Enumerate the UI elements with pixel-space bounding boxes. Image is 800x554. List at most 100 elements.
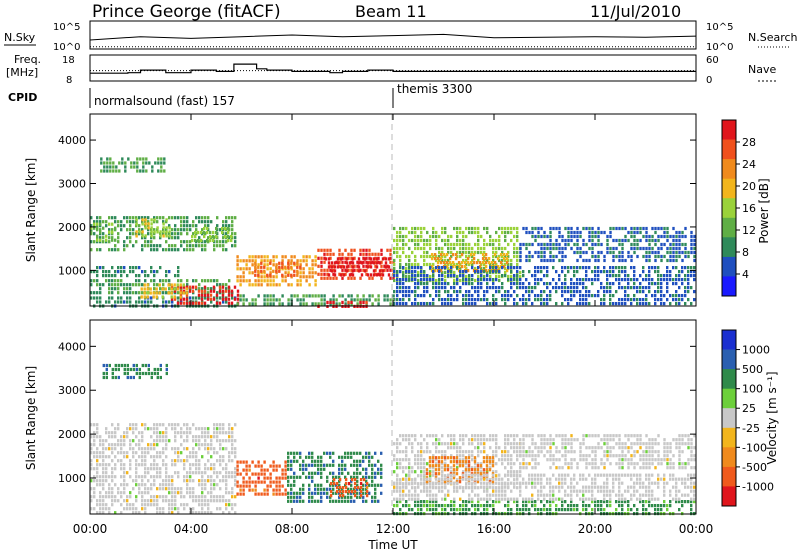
- vel-cells-cell-0: [129, 467, 132, 471]
- power-cells-cell-13: [396, 254, 399, 259]
- power-cells-cell-6: [186, 279, 189, 283]
- power-cells-cell-2: [102, 240, 105, 244]
- power-cells-cell-15: [672, 282, 675, 286]
- power-cells-cell-13: [459, 238, 462, 243]
- power-cells-cell-13: [462, 238, 465, 243]
- power-cells-cell-13: [450, 242, 453, 247]
- vel-cells-cell-0: [189, 455, 192, 459]
- vel-cells-cell-0: [138, 439, 141, 443]
- vel-cells-cell-7: [528, 497, 531, 501]
- power-cells-cell-0: [150, 300, 153, 304]
- power-cells-cell-2: [135, 224, 138, 228]
- power-cells-cell-15: [468, 302, 471, 306]
- power-cells-cell-12: [372, 269, 376, 273]
- vel-cells-cell-7: [474, 485, 477, 489]
- power-cells-cell-11: [335, 276, 338, 280]
- power-cells-cell-2: [174, 228, 177, 232]
- vel-cells-cell-0: [105, 467, 108, 471]
- vel-cells-cell-7: [414, 497, 417, 501]
- power-cells-cell-15: [423, 286, 426, 290]
- power-cells-cell-16: [663, 226, 666, 231]
- power-cells-cell-11: [323, 272, 326, 276]
- power-cells-cell-15: [405, 286, 408, 290]
- power-cells-cell-13: [441, 258, 444, 263]
- power-cells-cell-2: [189, 224, 192, 228]
- vel-cells-cell-0: [219, 447, 222, 451]
- vel-cells-cell-0: [138, 463, 141, 467]
- power-cells-cell-15: [516, 278, 519, 282]
- power-cells-cell-9: [275, 255, 278, 259]
- vel-cells-cell-6: [414, 504, 417, 508]
- vel-cells-cell-0: [231, 475, 234, 479]
- vel-cells-cell-0: [111, 435, 114, 439]
- vel-cells-cell-6: [576, 508, 579, 512]
- power-cells-cell-16: [567, 230, 570, 235]
- power-cells-cell-15: [603, 302, 606, 306]
- power-cells-cell-2: [153, 216, 156, 220]
- power-cells-cell-13: [483, 250, 486, 255]
- vel-cells-cell-0: [213, 431, 216, 435]
- power-cells-cell-11: [326, 272, 329, 276]
- vel-cells-cell-3: [353, 486, 357, 490]
- power-cells-cell-16: [618, 258, 621, 263]
- power-cells-cell-19: [160, 161, 163, 165]
- vel-cells-cell-0: [171, 491, 174, 495]
- power-cells-cell-13: [441, 270, 444, 275]
- power-cells-cell-13: [474, 242, 477, 247]
- power-cells-cell-16: [606, 238, 609, 243]
- vel-cells-cell-7: [489, 493, 492, 497]
- power-cells-cell-13: [498, 278, 501, 283]
- vel-cells-cell-0: [141, 435, 144, 439]
- power-cells-cell-2: [222, 224, 225, 228]
- vel-cells-cell-2: [308, 495, 311, 499]
- vel-cells-cell-0: [216, 451, 219, 455]
- power-cells-cell-16: [591, 230, 594, 235]
- vel-cells-cell-2: [344, 455, 347, 459]
- vel-cells-cell-2: [350, 475, 353, 479]
- power-cells-cell-16: [609, 246, 612, 251]
- power-cells-cell-7: [191, 289, 195, 293]
- power-cells-cell-5: [191, 238, 194, 243]
- vel-cells-cell-6: [615, 500, 618, 504]
- vel-cells-cell-4: [435, 474, 438, 478]
- power-cells-cell-11: [341, 268, 344, 272]
- vel-cells-cell-0: [120, 511, 123, 515]
- power-cells-cell-16: [645, 254, 648, 259]
- power-cells-cell-0: [93, 296, 96, 300]
- power-cells-cell-9: [290, 255, 293, 259]
- vel-cells-cell-0: [153, 503, 156, 507]
- power-cells-cell-15: [627, 286, 630, 290]
- vel-cells-cell-5: [446, 464, 450, 468]
- power-cells-cell-13: [489, 274, 492, 279]
- power-cells-cell-15: [627, 274, 630, 278]
- vel-cells-cell-7: [462, 477, 465, 481]
- vel-cells-cell-6: [435, 508, 438, 512]
- power-cells-cell-15: [396, 298, 399, 302]
- power-cells-cell-15: [447, 270, 450, 274]
- power-cells-cell-1: [105, 274, 108, 278]
- vel-cells-cell-7: [540, 485, 543, 489]
- vel-cells-cell-2: [311, 455, 314, 459]
- power-cells-cell-6: [153, 283, 156, 287]
- vel-cells-cell-4: [456, 442, 459, 446]
- power-cells-cell-2: [141, 228, 144, 232]
- vel-cells-cell-1: [281, 476, 284, 480]
- vel-cells-cell-7: [519, 493, 522, 497]
- power-cells-cell-9: [242, 279, 245, 283]
- power-cells-cell-14: [481, 253, 485, 257]
- power-cells-cell-9: [242, 275, 245, 279]
- power-cells-cell-13: [402, 234, 405, 239]
- power-cells-cell-9: [248, 279, 251, 283]
- power-cells-cell-16: [672, 258, 675, 263]
- vel-cells-cell-6: [432, 500, 435, 504]
- power-cells-cell-2: [141, 216, 144, 220]
- power-cells-cell-15: [660, 294, 663, 298]
- power-cells-cell-16: [567, 242, 570, 247]
- vel-cells-cell-7: [399, 489, 402, 493]
- vel-cells-cell-1: [257, 460, 260, 464]
- power-cells-cell-18: [332, 300, 335, 304]
- vel-cells-cell-4: [468, 450, 471, 454]
- power-cells-cell-1: [153, 270, 156, 274]
- vel-cells-cell-0: [192, 491, 195, 495]
- power-cells-cell-11: [341, 260, 344, 264]
